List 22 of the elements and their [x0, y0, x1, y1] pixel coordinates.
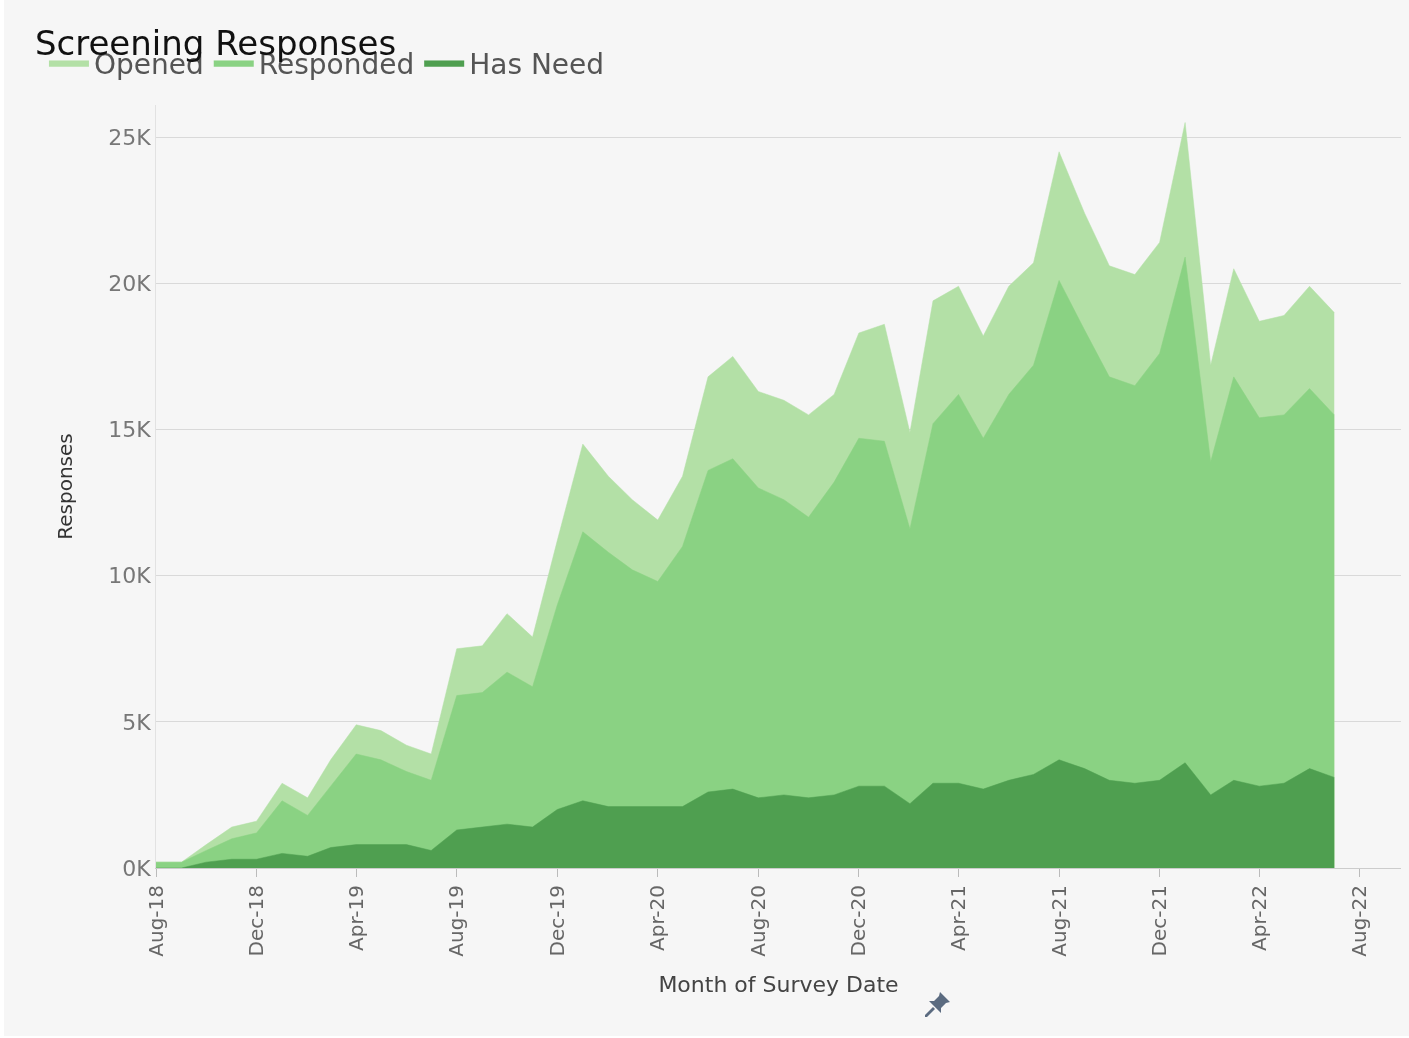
y-tick-label: 5K: [122, 709, 152, 735]
x-tick-label: Apr-19: [343, 885, 368, 951]
y-tick-label: 10K: [108, 563, 152, 589]
legend-label: Has Need: [469, 47, 605, 81]
x-tick-label: Aug-18: [143, 885, 168, 957]
x-tick-label: Aug-19: [444, 885, 469, 957]
x-tick-label: Aug-22: [1347, 885, 1372, 957]
x-tick-label: Dec-21: [1147, 885, 1172, 957]
x-tick-label: Apr-22: [1246, 885, 1271, 951]
x-tick-label: Dec-19: [544, 885, 569, 957]
y-tick-label: 25K: [108, 124, 152, 150]
y-tick-label: 15K: [108, 417, 152, 443]
x-tick-label: Apr-21: [946, 885, 971, 951]
x-axis-title: Month of Survey Date: [658, 971, 899, 997]
y-tick-label: 20K: [108, 271, 152, 297]
y-tick-label: 0K: [122, 855, 152, 881]
x-tick-label: Dec-18: [244, 885, 269, 957]
x-tick-label: Apr-20: [645, 885, 670, 951]
y-axis-title: Responses: [52, 433, 77, 540]
x-tick-label: Aug-21: [1046, 885, 1071, 957]
x-tick-label: Dec-20: [846, 885, 871, 957]
x-tick-label: Aug-20: [745, 885, 770, 957]
